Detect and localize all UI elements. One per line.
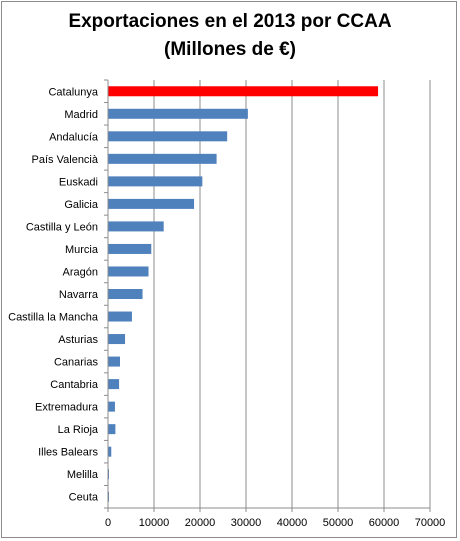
bar-2 <box>108 108 248 119</box>
bar-16 <box>108 424 116 435</box>
category-label-5: Euskadi <box>59 176 98 188</box>
bar-13 <box>108 356 120 367</box>
bar-19 <box>108 491 109 502</box>
x-tick-label-10000: 10000 <box>139 517 170 529</box>
category-label-7: Castilla y León <box>26 221 98 233</box>
bar-4 <box>108 153 217 164</box>
x-tick-label-0: 0 <box>105 517 111 529</box>
chart-title-line1: Exportaciones en el 2013 por CCAA <box>68 11 392 32</box>
category-label-6: Galicia <box>64 199 99 211</box>
x-tick-label-60000: 60000 <box>369 517 400 529</box>
x-tick-label-20000: 20000 <box>185 517 216 529</box>
category-label-12: Asturias <box>58 334 98 346</box>
category-label-17: Illes Balears <box>38 447 98 459</box>
category-label-3: Andalucía <box>49 131 99 143</box>
bar-9 <box>108 266 149 277</box>
category-label-10: Navarra <box>59 289 99 301</box>
x-tick-label-40000: 40000 <box>277 517 308 529</box>
bar-18 <box>108 469 109 480</box>
category-label-18: Melilla <box>67 469 99 481</box>
category-label-19: Ceuta <box>69 492 99 504</box>
bar-1 <box>108 86 379 97</box>
bar-8 <box>108 243 152 254</box>
x-tick-label-50000: 50000 <box>323 517 354 529</box>
x-tick-label-70000: 70000 <box>415 517 446 529</box>
category-label-15: Extremadura <box>35 402 99 414</box>
bar-11 <box>108 311 132 322</box>
bar-12 <box>108 334 126 345</box>
category-label-14: Cantabria <box>50 379 99 391</box>
chart-title-line2: (Millones de €) <box>164 39 296 60</box>
category-label-11: Castilla la Mancha <box>8 312 99 324</box>
bar-14 <box>108 379 120 390</box>
category-label-16: La Rioja <box>58 424 99 436</box>
bar-15 <box>108 401 115 412</box>
bar-17 <box>108 446 112 457</box>
bar-5 <box>108 176 203 187</box>
category-label-2: Madrid <box>64 109 98 121</box>
bar-3 <box>108 131 228 142</box>
category-label-8: Murcia <box>65 244 99 256</box>
bar-6 <box>108 198 195 209</box>
category-label-1: Catalunya <box>48 86 98 98</box>
category-label-9: Aragón <box>63 266 98 278</box>
category-label-13: Canarias <box>54 357 99 369</box>
bar-7 <box>108 221 164 232</box>
x-tick-label-30000: 30000 <box>231 517 262 529</box>
bar-10 <box>108 289 143 299</box>
category-label-4: País Valencià <box>32 154 99 166</box>
